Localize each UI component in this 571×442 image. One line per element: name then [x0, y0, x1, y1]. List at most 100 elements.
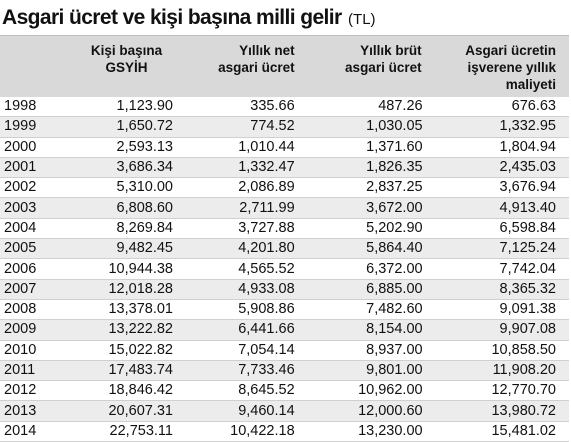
value-cell: 7,125.24: [422, 238, 569, 260]
value-cell: 4,201.80: [172, 238, 295, 260]
value-cell: 13,378.01: [71, 299, 173, 321]
table-row: 2010 15,022.82 7,054.14 8,937.00 10,858.50: [0, 340, 569, 361]
year-cell: 2014: [0, 421, 72, 442]
year-cell: 2013: [0, 400, 72, 422]
value-cell: 1,010.44: [172, 137, 295, 158]
value-cell: 6,372.00: [294, 258, 423, 280]
value-cell: 1,332.47: [172, 157, 295, 179]
year-cell: 2009: [0, 319, 72, 341]
table-row: 2004 8,269.84 3,727.88 5,202.90 6,598.84: [0, 218, 569, 240]
value-cell: 2,435.03: [422, 157, 569, 179]
column-header-line: asgari ücret: [218, 60, 295, 75]
table-row: 2006 10,944.38 4,565.52 6,372.00 7,742.04: [0, 258, 569, 280]
year-cell: 2006: [0, 258, 72, 280]
value-cell: 5,310.00: [71, 177, 173, 199]
value-cell: 4,913.40: [422, 197, 569, 219]
column-header-line: Yıllık brüt: [360, 43, 422, 58]
table-body: 1998 1,123.90 335.66 487.26 676.63 1999 1,650.…: [0, 97, 569, 442]
value-cell: 9,801.00: [294, 360, 423, 382]
column-header-line: Yıllık net: [239, 43, 295, 58]
value-cell: 1,123.90: [71, 97, 173, 118]
table-row: 2013 20,607.31 9,460.14 12,000.60 13,980.72: [0, 400, 569, 422]
column-header-line: Kişi başına: [90, 43, 163, 58]
value-cell: 13,980.72: [422, 400, 569, 422]
value-cell: 7,733.46: [172, 360, 295, 382]
value-cell: 12,770.70: [422, 380, 569, 402]
value-cell: 2,711.99: [172, 197, 295, 219]
value-cell: 5,908.86: [172, 299, 295, 321]
value-cell: 15,022.82: [71, 340, 173, 361]
value-cell: 7,482.60: [294, 299, 423, 321]
value-cell: 7,054.14: [172, 340, 295, 361]
value-cell: 9,460.14: [172, 400, 295, 422]
value-cell: 11,908.20: [422, 360, 569, 382]
table-row: 2012 18,846.42 8,645.52 10,962.00 12,770.70: [0, 380, 569, 402]
column-header-line: maliyeti: [505, 77, 556, 92]
value-cell: 9,091.38: [422, 299, 569, 321]
value-cell: 335.66: [172, 97, 295, 118]
value-cell: 13,230.00: [294, 421, 423, 442]
year-cell: 2007: [0, 279, 72, 300]
year-cell: 2005: [0, 238, 72, 260]
value-cell: 3,672.00: [294, 197, 423, 219]
value-cell: 7,742.04: [422, 258, 569, 280]
table-row: 2014 22,753.11 10,422.18 13,230.00 15,481.02: [0, 421, 569, 442]
title-main: Asgari ücret ve kişi başına milli gelir: [2, 6, 342, 29]
column-header: Asgari ücretin işverene yıllık maliyeti: [423, 36, 569, 97]
value-cell: 774.52: [172, 116, 295, 138]
value-cell: 8,154.00: [294, 319, 423, 341]
table-row: 1998 1,123.90 335.66 487.26 676.63: [0, 97, 569, 118]
value-cell: 4,565.52: [172, 258, 295, 280]
value-cell: 3,676.94: [422, 177, 569, 199]
title-unit: (TL): [348, 11, 376, 28]
table-row: 2007 12,018.28 4,933.08 6,885.00 8,365.32: [0, 279, 569, 300]
year-cell: 2011: [0, 360, 72, 382]
value-cell: 6,598.84: [422, 218, 569, 240]
value-cell: 8,645.52: [172, 380, 295, 402]
value-cell: 10,944.38: [71, 258, 173, 280]
value-cell: 1,371.60: [294, 137, 423, 158]
value-cell: 5,202.90: [294, 218, 423, 240]
table-row: 2008 13,378.01 5,908.86 7,482.60 9,091.38: [0, 299, 569, 321]
year-cell: 2002: [0, 177, 72, 199]
year-cell: 2003: [0, 197, 72, 219]
value-cell: 12,018.28: [71, 279, 173, 300]
value-cell: 22,753.11: [71, 421, 173, 442]
value-cell: 1,650.72: [71, 116, 173, 138]
table-header-row: Kişi başına GSYİH Yıllık net asgari ücret Yı…: [0, 36, 569, 97]
year-cell: 2001: [0, 157, 72, 179]
value-cell: 2,837.25: [294, 177, 423, 199]
column-header: Yıllık net asgari ücret: [173, 36, 295, 97]
value-cell: 9,482.45: [71, 238, 173, 260]
value-cell: 12,000.60: [294, 400, 423, 422]
year-cell: 2012: [0, 380, 72, 402]
year-cell: 2008: [0, 299, 72, 321]
value-cell: 1,030.05: [294, 116, 423, 138]
title-divider: [0, 35, 569, 36]
value-cell: 6,808.60: [71, 197, 173, 219]
table-row: 2001 3,686.34 1,332.47 1,826.35 2,435.03: [0, 157, 569, 179]
value-cell: 6,441.66: [172, 319, 295, 341]
value-cell: 8,269.84: [71, 218, 173, 240]
column-header-line: Asgari ücretin: [465, 43, 556, 58]
table-row: 2009 13,222.82 6,441.66 8,154.00 9,907.08: [0, 319, 569, 341]
column-header: [0, 36, 71, 97]
table-row: 2002 5,310.00 2,086.89 2,837.25 3,676.94: [0, 177, 569, 199]
column-header-line: işverene yıllık: [467, 60, 556, 75]
column-header-line: asgari ücret: [345, 60, 422, 75]
value-cell: 1,826.35: [294, 157, 423, 179]
column-header: Kişi başına GSYİH: [71, 36, 173, 97]
value-cell: 5,864.40: [294, 238, 423, 260]
value-cell: 15,481.02: [422, 421, 569, 442]
value-cell: 2,086.89: [172, 177, 295, 199]
value-cell: 10,858.50: [422, 340, 569, 361]
year-cell: 2010: [0, 340, 72, 361]
value-cell: 9,907.08: [422, 319, 569, 341]
value-cell: 8,937.00: [294, 340, 423, 361]
value-cell: 487.26: [294, 97, 423, 118]
value-cell: 1,332.95: [422, 116, 569, 138]
value-cell: 20,607.31: [71, 400, 173, 422]
value-cell: 8,365.32: [422, 279, 569, 300]
value-cell: 10,422.18: [172, 421, 295, 442]
table-row: 2011 17,483.74 7,733.46 9,801.00 11,908.20: [0, 360, 569, 382]
